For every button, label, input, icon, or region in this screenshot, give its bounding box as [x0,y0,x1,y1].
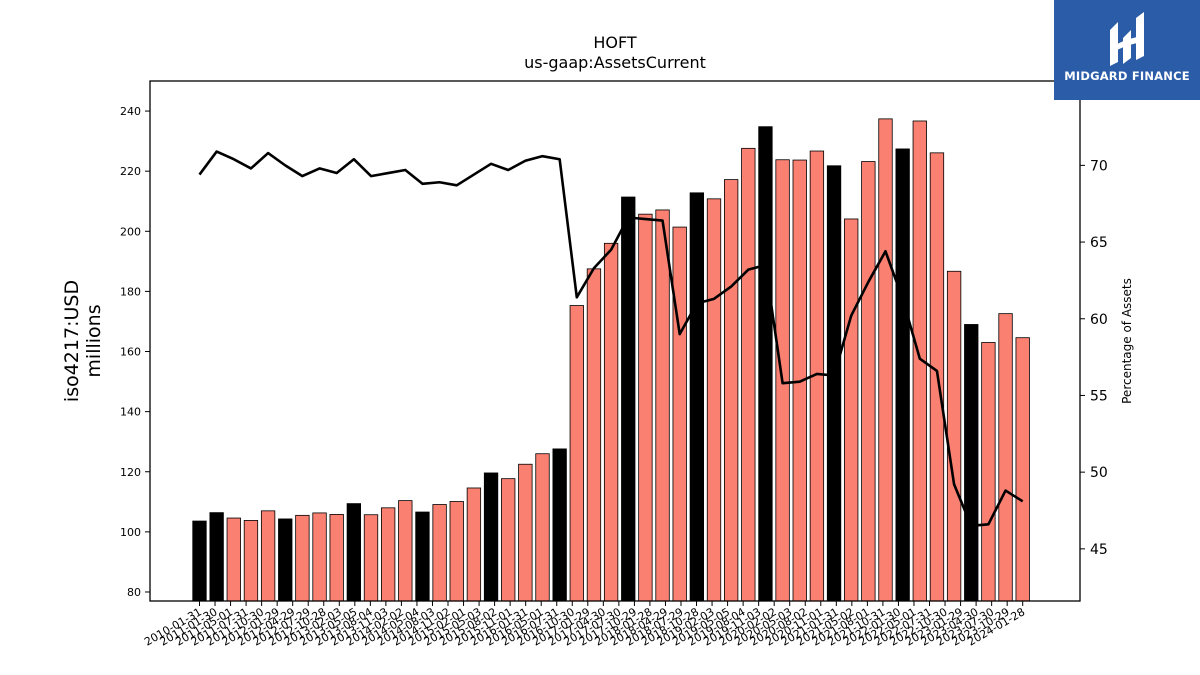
plot-frame [149,80,1081,602]
y-tick-label: 240 [120,105,141,118]
bar [706,198,722,602]
y2-tick-label: 50 [1090,465,1108,481]
bar [689,192,704,602]
bar [260,510,276,602]
bar [878,118,893,602]
bar [346,503,362,602]
bar [278,518,293,602]
bar [295,514,310,602]
bar [380,507,396,602]
bar [998,313,1013,602]
y2-axis-label: Percentage of Assets [1120,278,1134,404]
y2-tick-label: 70 [1090,158,1108,174]
y-tick-label: 100 [120,526,141,539]
bar [501,478,516,602]
bar [981,342,996,602]
chart-subtitle: us-gaap:AssetsCurrent [524,53,706,72]
y-tick-label: 120 [120,466,141,479]
y-tick-label: 80 [127,586,141,599]
axes-group: 8010012014016018020022024045505560657020… [120,80,1108,649]
midgard-logo-icon [1110,12,1144,66]
bar [466,487,482,602]
bar [603,242,619,602]
bar [621,196,636,602]
bar [449,501,464,602]
y-axis-label-line: millions [83,304,105,377]
bar [226,517,241,602]
bar [758,126,773,602]
bar [243,520,259,602]
bar [826,165,842,602]
bar [569,305,584,602]
bars-group [192,118,1030,602]
y-tick-label: 220 [120,165,141,178]
bar [329,514,344,602]
bar [861,161,876,602]
y-axis-label-line: iso4217:USD [61,280,83,402]
y2-tick-label: 65 [1090,235,1108,251]
bar [552,448,567,602]
bar [655,209,670,602]
y-tick-label: 160 [120,346,141,359]
brand-logo: MIDGARD FINANCE [1054,0,1200,100]
brand-name: MIDGARD FINANCE [1064,69,1190,83]
line-group [198,150,1024,528]
y-tick-label: 200 [120,225,141,238]
bar [724,179,739,602]
bar [415,511,430,602]
bar [432,504,447,602]
y-axis-label: iso4217:USD millions [61,280,105,402]
bar [638,213,653,602]
y2-tick-label: 45 [1090,542,1108,558]
y2-tick-label: 60 [1090,312,1108,328]
bar [1015,337,1030,602]
bar [312,512,327,602]
bar [844,218,859,602]
bar [672,226,687,602]
bar [192,520,207,602]
bar [398,500,413,602]
y-tick-label: 140 [120,406,141,419]
chart-title: HOFT [593,33,637,52]
bar [363,514,379,602]
bar [895,148,910,602]
bar [586,268,602,602]
bar [964,324,979,602]
bar [535,453,550,602]
y-tick-label: 180 [120,285,141,298]
bar [946,270,962,602]
bar [518,463,533,602]
y2-tick-label: 55 [1090,388,1108,404]
bar [209,512,224,602]
bar [741,147,756,602]
bar [483,472,499,602]
percentage-line [198,150,1024,528]
